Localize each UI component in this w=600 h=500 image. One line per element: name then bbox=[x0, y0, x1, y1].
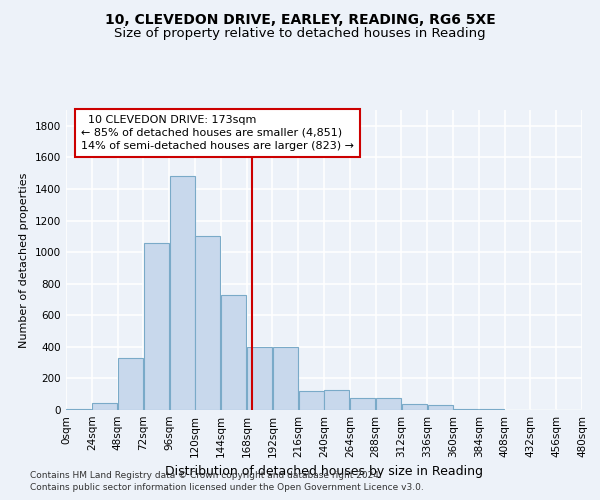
Bar bbox=[299, 391, 323, 410]
Bar bbox=[479, 409, 504, 410]
Text: Size of property relative to detached houses in Reading: Size of property relative to detached ho… bbox=[114, 28, 486, 40]
Bar bbox=[67, 409, 91, 410]
Bar bbox=[350, 398, 375, 410]
Bar bbox=[454, 409, 478, 410]
Bar bbox=[273, 347, 298, 410]
Bar bbox=[92, 403, 117, 410]
Bar bbox=[170, 176, 194, 410]
Bar bbox=[376, 398, 401, 410]
Text: Contains HM Land Registry data © Crown copyright and database right 2024.: Contains HM Land Registry data © Crown c… bbox=[30, 471, 382, 480]
Text: 10, CLEVEDON DRIVE, EARLEY, READING, RG6 5XE: 10, CLEVEDON DRIVE, EARLEY, READING, RG6… bbox=[104, 12, 496, 26]
Bar bbox=[144, 242, 169, 410]
Bar bbox=[402, 404, 427, 410]
Bar bbox=[221, 294, 246, 410]
Bar bbox=[196, 236, 220, 410]
Text: Contains public sector information licensed under the Open Government Licence v3: Contains public sector information licen… bbox=[30, 484, 424, 492]
X-axis label: Distribution of detached houses by size in Reading: Distribution of detached houses by size … bbox=[165, 466, 483, 478]
Bar bbox=[428, 406, 452, 410]
Bar bbox=[118, 358, 143, 410]
Bar bbox=[325, 390, 349, 410]
Y-axis label: Number of detached properties: Number of detached properties bbox=[19, 172, 29, 348]
Text: 10 CLEVEDON DRIVE: 173sqm
← 85% of detached houses are smaller (4,851)
14% of se: 10 CLEVEDON DRIVE: 173sqm ← 85% of detac… bbox=[81, 114, 354, 151]
Bar bbox=[247, 347, 272, 410]
